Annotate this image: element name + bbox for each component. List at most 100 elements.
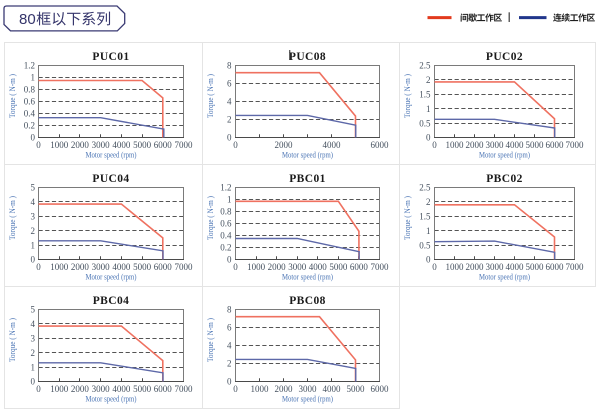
svg-text:3: 3 [31,334,36,344]
svg-text:5: 5 [31,183,36,193]
svg-text:Torque ( N-m ): Torque ( N-m ) [403,196,412,240]
svg-text:5000: 5000 [133,262,152,272]
svg-text:Torque ( N-m ): Torque ( N-m ) [206,318,215,362]
svg-text:0: 0 [227,377,232,387]
svg-text:2.5: 2.5 [419,183,431,193]
svg-text:0: 0 [36,262,41,272]
svg-text:1.5: 1.5 [419,90,431,100]
svg-text:2000: 2000 [71,384,90,394]
svg-text:3: 3 [31,212,36,222]
svg-text:2000: 2000 [268,262,287,272]
svg-text:5000: 5000 [329,262,348,272]
svg-text:2000: 2000 [71,140,90,150]
svg-text:1.2: 1.2 [220,183,231,193]
svg-text:Torque ( N-m ): Torque ( N-m ) [8,74,17,118]
svg-text:1000: 1000 [446,262,465,272]
svg-text:6: 6 [227,323,232,333]
svg-text:0.4: 0.4 [24,109,36,119]
svg-text:0: 0 [233,384,238,394]
svg-text:4000: 4000 [112,384,131,394]
svg-text:PBC04: PBC04 [93,295,130,307]
svg-text:0: 0 [36,140,41,150]
svg-text:0.6: 0.6 [24,97,36,107]
svg-text:Motor speed (rpm): Motor speed (rpm) [86,395,137,404]
svg-text:Torque ( N-m ): Torque ( N-m ) [8,318,17,362]
svg-text:Motor speed (rpm): Motor speed (rpm) [86,273,137,282]
svg-text:4000: 4000 [309,262,328,272]
svg-text:4000: 4000 [323,384,342,394]
svg-text:1000: 1000 [50,384,69,394]
svg-text:0: 0 [432,140,437,150]
svg-text:Torque ( N-m ): Torque ( N-m ) [8,196,17,240]
svg-text:0.8: 0.8 [220,207,232,217]
svg-text:5: 5 [31,305,36,315]
svg-text:3000: 3000 [288,262,307,272]
svg-text:0.2: 0.2 [220,243,231,253]
svg-text:PUC01: PUC01 [92,51,129,63]
svg-text:Torque ( N-m ): Torque ( N-m ) [403,74,412,118]
svg-text:4: 4 [31,319,36,329]
svg-text:0: 0 [227,133,232,143]
svg-text:2000: 2000 [466,140,485,150]
svg-text:0: 0 [432,262,437,272]
svg-text:0: 0 [31,377,36,387]
svg-text:Torque ( N-m ): Torque ( N-m ) [206,74,215,118]
svg-text:7000: 7000 [566,140,585,150]
svg-text:5000: 5000 [133,384,152,394]
svg-text:Torque ( N-m ): Torque ( N-m ) [206,196,215,240]
svg-text:0: 0 [426,255,431,265]
svg-text:PUC02: PUC02 [486,51,523,63]
svg-text:2000: 2000 [466,262,485,272]
svg-text:1.2: 1.2 [24,61,35,71]
svg-text:3000: 3000 [486,140,505,150]
svg-text:0: 0 [31,255,36,265]
svg-text:1: 1 [227,195,232,205]
svg-text:2: 2 [426,197,431,207]
svg-text:5000: 5000 [347,384,366,394]
svg-text:6000: 6000 [154,262,173,272]
svg-text:6000: 6000 [154,384,173,394]
svg-text:3000: 3000 [92,384,111,394]
svg-text:1000: 1000 [446,140,465,150]
svg-text:6000: 6000 [350,262,369,272]
svg-text:5000: 5000 [526,262,545,272]
svg-text:PBC01: PBC01 [289,173,326,185]
svg-text:PBC08: PBC08 [289,295,326,307]
svg-text:0.2: 0.2 [24,121,35,131]
svg-text:4000: 4000 [112,140,131,150]
svg-text:5000: 5000 [526,140,545,150]
svg-text:2: 2 [31,226,36,236]
svg-text:0: 0 [227,255,232,265]
svg-text:4000: 4000 [506,140,525,150]
svg-text:0.5: 0.5 [419,118,431,128]
svg-text:0: 0 [426,133,431,143]
svg-text:4: 4 [227,97,232,107]
svg-text:2000: 2000 [71,262,90,272]
svg-text:2.5: 2.5 [419,61,431,71]
svg-text:Motor speed (rpm): Motor speed (rpm) [282,395,333,404]
svg-text:PUC08: PUC08 [289,51,326,63]
svg-text:PUC04: PUC04 [92,173,129,185]
svg-text:0.8: 0.8 [24,85,36,95]
svg-text:0: 0 [31,133,36,143]
svg-text:PBC02: PBC02 [486,173,523,185]
svg-text:Motor speed (rpm): Motor speed (rpm) [479,151,530,160]
svg-text:1000: 1000 [50,262,69,272]
svg-text:1: 1 [31,362,36,372]
svg-text:80: 80 [19,11,36,28]
svg-text:3000: 3000 [486,262,505,272]
svg-text:7000: 7000 [175,384,194,394]
svg-text:2: 2 [31,348,36,358]
svg-text:6000: 6000 [371,384,390,394]
svg-text:5000: 5000 [133,140,152,150]
svg-text:7000: 7000 [371,262,390,272]
svg-text:8: 8 [227,61,232,71]
svg-text:6: 6 [227,79,232,89]
svg-text:2000: 2000 [275,384,294,394]
svg-text:Motor speed (rpm): Motor speed (rpm) [282,273,333,282]
svg-text:1: 1 [426,104,431,114]
svg-text:4000: 4000 [112,262,131,272]
svg-text:0: 0 [233,262,238,272]
svg-text:2: 2 [227,115,232,125]
svg-text:7000: 7000 [566,262,585,272]
